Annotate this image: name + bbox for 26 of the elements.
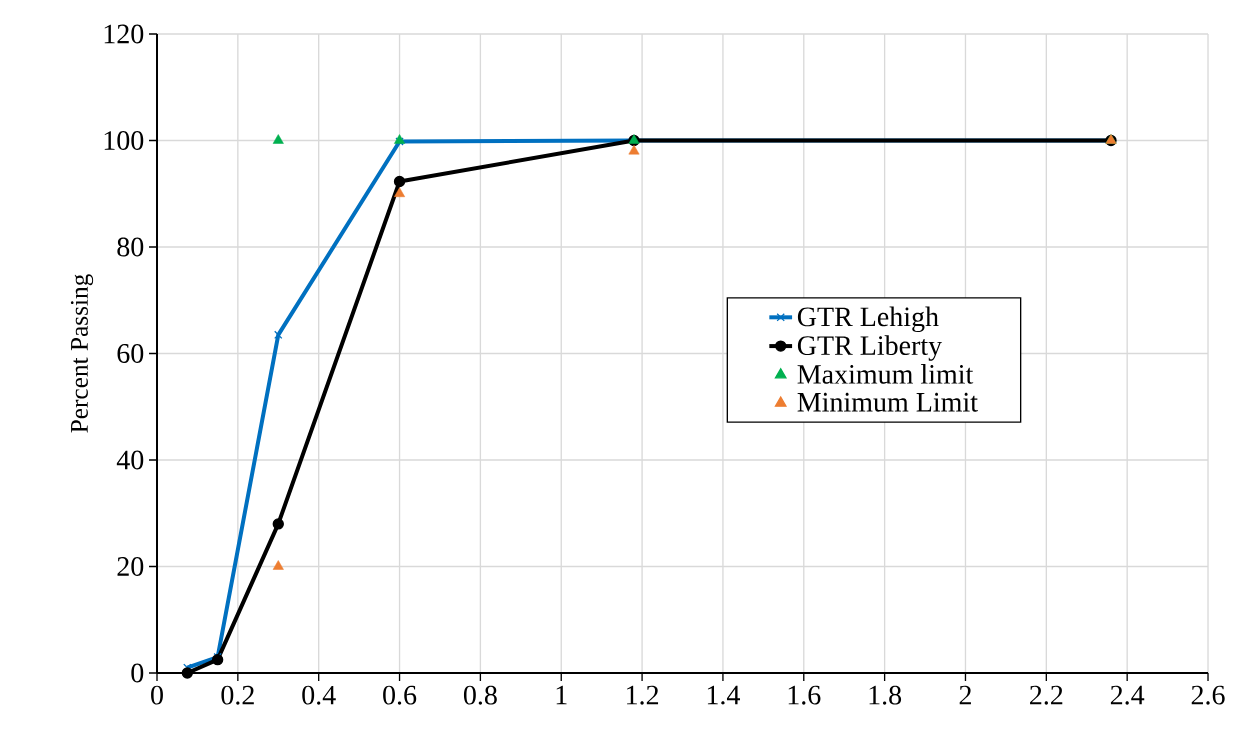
y-tick-label: 80 (117, 237, 144, 257)
y-tick-label: 120 (104, 24, 144, 44)
x-tick-label: 1.4 (707, 685, 740, 705)
x-tick-label: 2 (959, 685, 971, 705)
y-tick-label: 60 (117, 344, 144, 363)
y-tick-label: 20 (117, 557, 144, 576)
x-tick-label: 1.6 (788, 685, 821, 705)
legend-label: Maximum limit (797, 364, 974, 384)
x-tick-label: 2.4 (1110, 685, 1145, 705)
y-tick-label: 40 (116, 450, 144, 470)
y-tick-label: 0 (131, 663, 144, 683)
x-tick-label: 0.8 (463, 685, 497, 705)
y-tick-label: 100 (104, 131, 144, 150)
legend-label: Minimum Limit (797, 392, 978, 412)
x-tick-label: 1.2 (627, 685, 659, 705)
x-tick-label: 0.2 (221, 685, 254, 705)
x-tick-label: 2.2 (1030, 685, 1063, 705)
legend-label: GTR Liberty (797, 335, 943, 361)
x-tick-label: 1.8 (869, 685, 902, 705)
x-tick-label: 2.6 (1191, 685, 1225, 705)
x-tick-label: 0.4 (302, 685, 336, 705)
x-tick-label: 0.6 (383, 685, 417, 705)
x-tick-label: 0 (151, 685, 163, 705)
y-axis-title: Percent Passing (70, 274, 94, 433)
x-tick-label: 1 (556, 685, 567, 705)
legend-label: GTR Lehigh (797, 306, 939, 333)
